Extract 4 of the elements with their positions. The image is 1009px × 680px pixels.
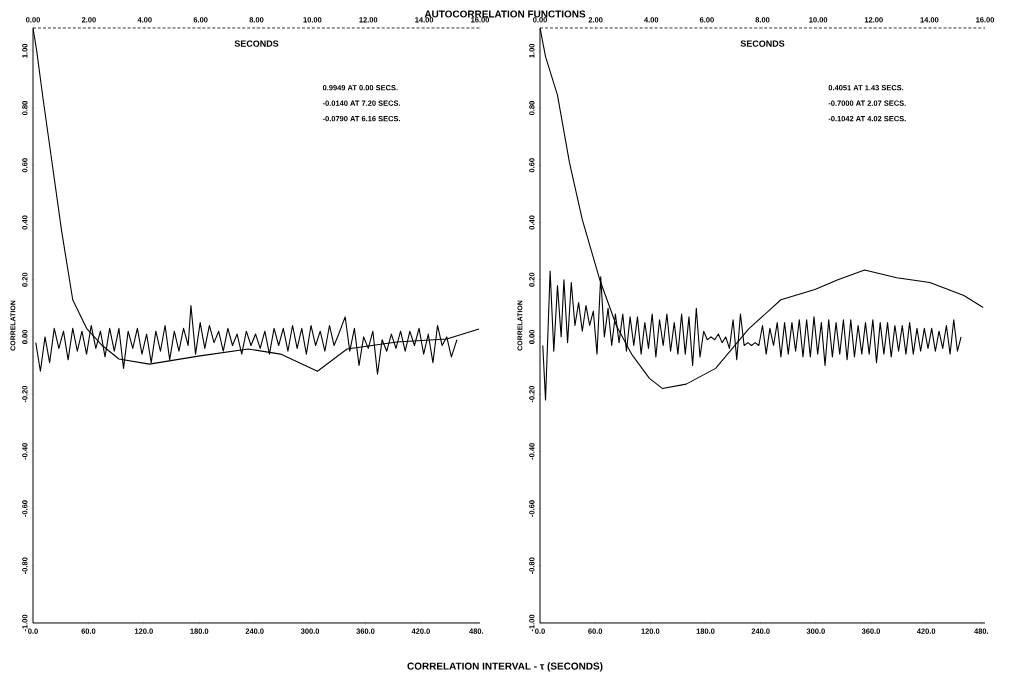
text: AUTOCORRELATION FUNCTIONS xyxy=(424,10,586,18)
x2-axis-title: SECONDS xyxy=(740,40,785,47)
x2-axis-title: SECONDS xyxy=(234,40,279,47)
x-axis-title: CORRELATION INTERVAL - τ (SECONDS) xyxy=(407,662,603,672)
